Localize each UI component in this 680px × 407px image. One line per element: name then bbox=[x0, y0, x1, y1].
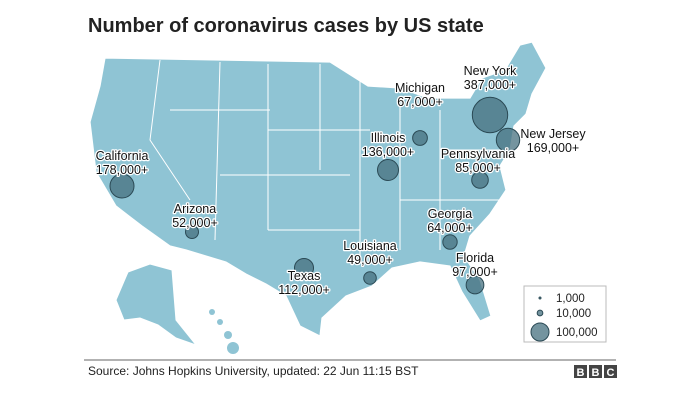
case-label: 49,000+ bbox=[347, 253, 393, 267]
case-label: 97,000+ bbox=[452, 265, 498, 279]
logo-box bbox=[604, 365, 617, 378]
alaska bbox=[115, 263, 198, 347]
title: Number of coronavirus cases by US state bbox=[88, 15, 484, 37]
legend-label: 10,000 bbox=[556, 308, 591, 320]
logo-letter: C bbox=[607, 367, 615, 379]
source: Source: Johns Hopkins University, update… bbox=[88, 364, 419, 378]
state-name: Illinois bbox=[371, 131, 406, 145]
hawaii bbox=[209, 309, 239, 354]
legend-bubble bbox=[536, 309, 544, 317]
case-bubble bbox=[293, 257, 315, 279]
case-bubble bbox=[442, 234, 458, 250]
case-label: 64,000+ bbox=[427, 221, 473, 235]
case-label: 178,000+ bbox=[96, 163, 148, 177]
case-bubble bbox=[465, 275, 485, 295]
state-name: Arizona bbox=[174, 202, 216, 216]
case-label: 136,000+ bbox=[362, 145, 414, 159]
case-label: 387,000+ bbox=[464, 78, 516, 92]
case-bubble bbox=[471, 171, 489, 189]
state-name: Texas bbox=[288, 269, 321, 283]
case-label: 169,000+ bbox=[527, 141, 579, 155]
case-label: 85,000+ bbox=[455, 161, 501, 175]
logo-box bbox=[574, 365, 587, 378]
state-name: California bbox=[96, 149, 149, 163]
state-borders bbox=[149, 59, 500, 260]
case-bubble bbox=[412, 130, 428, 146]
case-bubble bbox=[109, 173, 135, 199]
state-name: Georgia bbox=[428, 207, 473, 221]
legend-bubble bbox=[538, 296, 542, 300]
state-name: Pennsylvania bbox=[441, 147, 515, 161]
state-name: Louisiana bbox=[343, 239, 397, 253]
state-name: Florida bbox=[456, 251, 494, 265]
logo-letter: B bbox=[577, 367, 585, 379]
logo-letter: B bbox=[592, 367, 600, 379]
case-label: 112,000+ bbox=[278, 283, 330, 297]
legend-label: 1,000 bbox=[556, 293, 585, 305]
case-bubble bbox=[363, 271, 377, 285]
state-name: Michigan bbox=[395, 81, 445, 95]
legend-bubble bbox=[530, 322, 550, 342]
us-outline bbox=[89, 41, 547, 337]
logo-box bbox=[589, 365, 602, 378]
case-bubble bbox=[471, 96, 509, 134]
legend-label: 100,000 bbox=[556, 327, 598, 339]
case-label: 52,000+ bbox=[172, 216, 218, 230]
case-label: 67,000+ bbox=[397, 95, 443, 109]
case-bubble bbox=[185, 225, 199, 239]
state-name: New York bbox=[464, 64, 518, 78]
state-name: New Jersey bbox=[520, 127, 586, 141]
case-bubble bbox=[377, 159, 399, 181]
case-bubble bbox=[495, 127, 521, 153]
